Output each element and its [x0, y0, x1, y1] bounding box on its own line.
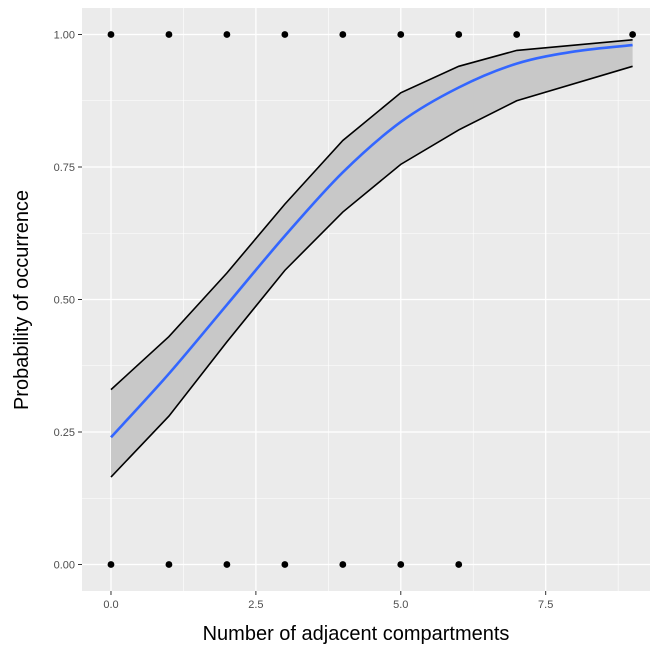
data-point [339, 561, 347, 568]
data-point [339, 31, 347, 38]
x-axis-title: Number of adjacent compartments [203, 623, 510, 645]
y-tick-label: 0.00 [54, 560, 75, 572]
data-point [107, 561, 115, 568]
data-point [629, 31, 637, 38]
data-point [223, 31, 231, 38]
x-tick-label: 2.5 [248, 599, 263, 611]
y-tick-label: 0.75 [54, 162, 75, 174]
y-tick-label: 0.25 [54, 427, 75, 439]
data-point [397, 31, 405, 38]
x-tick-label: 5.0 [393, 599, 408, 611]
data-point [455, 31, 463, 38]
confidence-ribbon [110, 39, 633, 478]
y-tick-label: 1.00 [54, 30, 75, 42]
x-tick-label: 7.5 [538, 599, 553, 611]
data-points [107, 31, 637, 568]
data-point [165, 31, 173, 38]
data-point [455, 561, 463, 568]
ci-lower-line [110, 65, 633, 478]
x-axis-ticks: 0.0 2.5 5.0 7.5 [103, 591, 553, 611]
x-tick-label: 0.0 [103, 599, 118, 611]
data-point [223, 561, 231, 568]
data-point [281, 561, 289, 568]
data-point [513, 31, 521, 38]
fit-line [110, 43, 633, 439]
data-point [397, 561, 405, 568]
y-axis-ticks: 0.00 0.25 0.50 0.75 1.00 [54, 30, 82, 572]
data-point [107, 31, 115, 38]
y-axis-title: Probability of occurrence [11, 190, 33, 410]
data-point [281, 31, 289, 38]
data-point [165, 561, 173, 568]
y-tick-label: 0.50 [54, 295, 75, 307]
ci-upper-line [110, 39, 633, 391]
